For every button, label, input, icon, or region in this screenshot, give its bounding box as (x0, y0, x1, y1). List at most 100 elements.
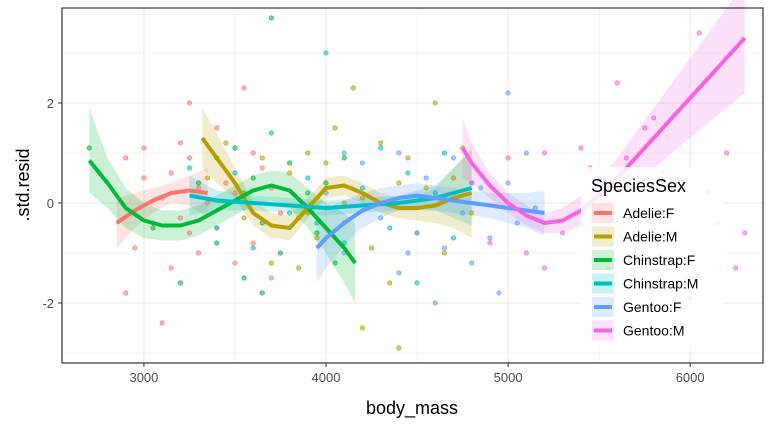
data-point (186, 100, 192, 106)
data-point (305, 150, 311, 156)
data-point (542, 150, 548, 156)
legend-background (581, 167, 724, 347)
x-tick-label: 5000 (494, 370, 523, 385)
data-point (450, 155, 456, 161)
data-point (505, 180, 511, 186)
data-point (441, 250, 447, 256)
data-point (487, 240, 493, 246)
data-point (505, 155, 511, 161)
data-point (578, 145, 584, 151)
data-point (132, 245, 138, 251)
data-point (487, 235, 493, 241)
data-point (414, 230, 420, 236)
data-point (168, 170, 174, 176)
data-point (396, 270, 402, 276)
data-point (159, 320, 165, 326)
legend-label: Adelie:F (623, 205, 674, 221)
data-point (359, 325, 365, 331)
data-point (259, 165, 265, 171)
data-point (405, 250, 411, 256)
data-point (250, 150, 256, 156)
data-point (305, 190, 311, 196)
data-point (186, 155, 192, 161)
data-point (205, 200, 211, 206)
data-point (259, 290, 265, 296)
data-point (141, 175, 147, 181)
confidence-band (316, 183, 545, 283)
data-point (287, 210, 293, 216)
smooth-line (189, 186, 473, 210)
data-point (469, 210, 475, 216)
data-point (186, 230, 192, 236)
data-point (332, 125, 338, 131)
x-axis-title: body_mass (366, 398, 458, 419)
data-point (469, 260, 475, 266)
data-point (441, 245, 447, 251)
legend-title: SpeciesSex (591, 176, 686, 196)
x-tick-label: 3000 (129, 370, 158, 385)
data-point (241, 85, 247, 91)
data-point (414, 280, 420, 286)
data-point (387, 280, 393, 286)
data-point (86, 145, 92, 151)
data-point (378, 215, 384, 221)
data-point (232, 260, 238, 266)
panel-border (61, 7, 764, 364)
data-point (250, 245, 256, 251)
data-point (323, 180, 329, 186)
data-point (223, 180, 229, 186)
data-point (196, 180, 202, 186)
data-point (268, 275, 274, 281)
data-point (268, 15, 274, 21)
data-point (514, 220, 520, 226)
data-point (205, 175, 211, 181)
legend-label: Gentoo:M (623, 323, 684, 339)
data-point (232, 170, 238, 176)
y-tick-label: 0 (47, 196, 54, 211)
data-point (396, 150, 402, 156)
data-point (478, 185, 484, 191)
data-point (359, 160, 365, 166)
data-point (186, 165, 192, 171)
data-point (314, 235, 320, 241)
data-point (432, 190, 438, 196)
data-point (214, 125, 220, 131)
data-point (359, 185, 365, 191)
data-point (168, 265, 174, 271)
data-point (323, 50, 329, 56)
data-point (232, 145, 238, 151)
data-point (277, 210, 283, 216)
x-tick-label: 6000 (676, 370, 705, 385)
data-point (241, 275, 247, 281)
confidence-band (116, 168, 208, 248)
data-point (460, 210, 466, 216)
data-point (523, 150, 529, 156)
legend-label: Chinstrap:F (623, 252, 695, 268)
data-point (496, 290, 502, 296)
data-point (742, 230, 748, 236)
data-point (141, 145, 147, 151)
data-point (733, 265, 739, 271)
data-point (432, 300, 438, 306)
y-tick-label: 2 (47, 96, 54, 111)
data-point (396, 345, 402, 351)
data-point (277, 250, 283, 256)
data-point (505, 90, 511, 96)
data-point (423, 185, 429, 191)
data-point (341, 200, 347, 206)
data-point (423, 175, 429, 181)
data-point (623, 155, 629, 161)
data-point (177, 140, 183, 146)
x-tick-label: 4000 (312, 370, 341, 385)
data-point (314, 230, 320, 236)
data-point (287, 160, 293, 166)
smooth-line (200, 136, 473, 230)
axis-ticks: 3000 4000 5000 6000 -2 0 2 (42, 96, 704, 385)
data-point (268, 260, 274, 266)
data-point (432, 100, 438, 106)
data-point (323, 160, 329, 166)
y-axis-title: .std.resid (13, 148, 33, 221)
data-point (214, 240, 220, 246)
data-point (305, 175, 311, 181)
data-point (250, 175, 256, 181)
